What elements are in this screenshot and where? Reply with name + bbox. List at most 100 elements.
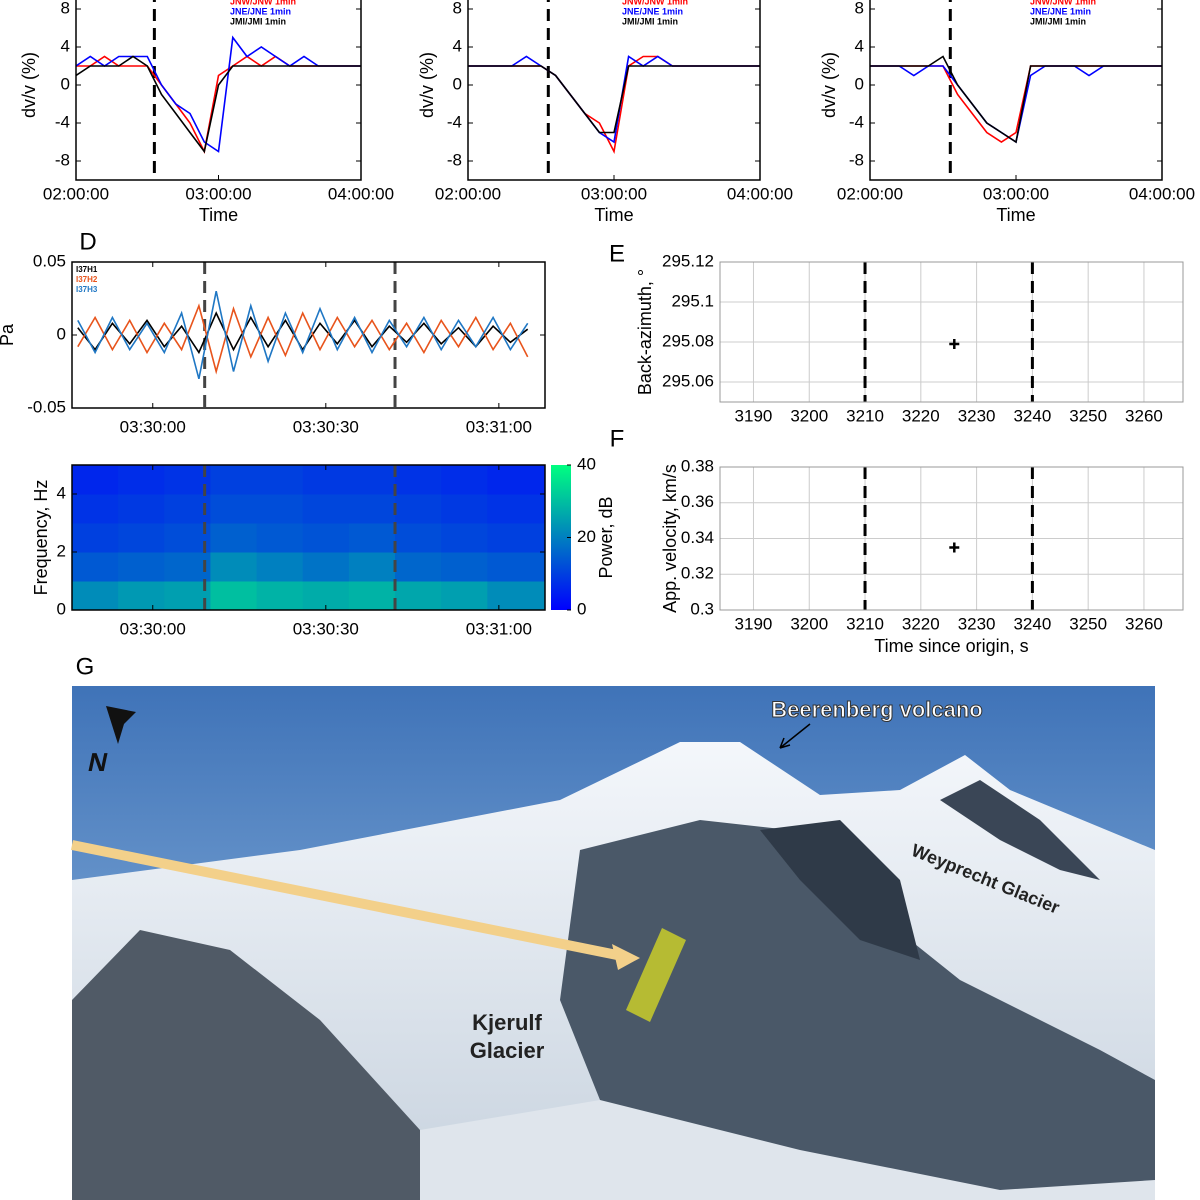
plot-frame xyxy=(869,0,1163,181)
x-tick-label: 3210 xyxy=(846,614,884,633)
heat-cell xyxy=(210,523,258,553)
heat-cell xyxy=(348,581,396,611)
legend-entry: I37H3 xyxy=(76,285,98,294)
heat-cell xyxy=(487,552,546,582)
plot-frame xyxy=(71,261,546,409)
arrow-head xyxy=(612,944,640,970)
left-rock xyxy=(72,930,460,1200)
x-tick-label: 3190 xyxy=(735,614,773,633)
x-tick-label: 04:00:00 xyxy=(1129,184,1195,203)
heat-cell xyxy=(72,523,119,553)
heat-cell xyxy=(256,465,304,495)
panel-label: E xyxy=(609,240,625,267)
legend-entry: JMI/JMI 1min xyxy=(1030,16,1086,26)
x-tick-label: 03:00:00 xyxy=(185,184,251,203)
legend-entry: JNE/JNE 1min xyxy=(230,6,291,16)
x-tick-label: 3250 xyxy=(1069,614,1107,633)
heat-cell xyxy=(210,581,258,611)
y-axis-label: Pa xyxy=(0,323,17,346)
heat-cell xyxy=(118,581,165,611)
heat-cell xyxy=(441,494,488,524)
heat-cell xyxy=(210,465,258,495)
heat-cell xyxy=(210,552,258,582)
y-axis-label: dv/v (%) xyxy=(417,52,437,118)
series-line xyxy=(870,55,1162,144)
y-tick-label: 0.32 xyxy=(681,564,714,583)
y-tick-label: 0 xyxy=(855,74,864,93)
x-tick-label: 3240 xyxy=(1013,406,1051,425)
series-line xyxy=(77,311,529,355)
heat-cell xyxy=(348,494,396,524)
y-tick-label: -4 xyxy=(447,112,462,131)
colorbar-label: Power, dB xyxy=(596,496,616,578)
y-tick-label: -8 xyxy=(447,150,462,169)
x-tick-label: 3210 xyxy=(846,406,884,425)
heat-cell xyxy=(72,465,119,495)
y-tick-label: 0.38 xyxy=(681,456,714,475)
heat-cell xyxy=(348,523,396,553)
north-arrow xyxy=(106,706,136,744)
heat-cell xyxy=(118,494,165,524)
heat-cell xyxy=(302,523,350,553)
y-tick-label: -0.05 xyxy=(27,397,66,416)
legend-entry: JNE/JNE 1min xyxy=(622,6,683,16)
source-area xyxy=(626,928,686,1022)
heat-cell xyxy=(256,581,304,611)
y-tick-label: 8 xyxy=(453,0,462,17)
heat-cell xyxy=(164,581,211,611)
point xyxy=(949,542,960,553)
x-tick-label: 03:30:00 xyxy=(120,619,186,638)
x-tick-label: 04:00:00 xyxy=(328,184,394,203)
panel: 0.3 0.32 0.34 0.36 0.38 3190 3200 3210 3220 3230 3… xyxy=(610,425,1184,656)
heat-cell xyxy=(395,523,442,553)
y-tick-label: -8 xyxy=(55,150,70,169)
y-tick-label: 2 xyxy=(57,541,66,560)
x-tick-label: 3200 xyxy=(790,406,828,425)
y-tick-label: -4 xyxy=(55,112,70,131)
heat-cell xyxy=(256,494,304,524)
colorbar xyxy=(551,465,571,610)
heat-cell xyxy=(72,552,119,582)
x-tick-label: 3260 xyxy=(1125,406,1163,425)
heat-cell xyxy=(72,581,119,611)
heat-cell xyxy=(487,581,546,611)
photo: Beerenberg volcano Weyprecht Glacier Kje… xyxy=(71,686,1155,1200)
y-tick-label: 295.1 xyxy=(671,291,714,310)
x-tick-label: 04:00:00 xyxy=(727,184,793,203)
x-tick-label: 03:31:00 xyxy=(466,417,532,436)
annotation: Beerenberg volcano xyxy=(771,697,983,722)
panel-label: F xyxy=(610,425,625,452)
y-axis-label: Back-azimuth, ° xyxy=(635,269,655,395)
heat-cell xyxy=(118,465,165,495)
plot-frame xyxy=(75,0,362,181)
legend-entry: JMI/JMI 1min xyxy=(622,16,678,26)
x-tick-label: 03:00:00 xyxy=(581,184,647,203)
pointer-arrow xyxy=(779,723,811,749)
heat-cell xyxy=(487,523,546,553)
y-axis-label: Frequency, Hz xyxy=(31,480,51,596)
y-tick-label: 8 xyxy=(61,0,70,17)
x-tick-label: 3220 xyxy=(902,614,940,633)
y-tick-label: -4 xyxy=(849,112,864,131)
heat-cell xyxy=(118,552,165,582)
y-tick-label: 295.12 xyxy=(662,251,714,270)
ridge-rock xyxy=(560,820,1155,1200)
y-axis-label: dv/v (%) xyxy=(19,52,39,118)
heat-cell xyxy=(302,494,350,524)
x-tick-label: 03:30:30 xyxy=(293,619,359,638)
heat-cell xyxy=(164,494,211,524)
x-tick-label: 3240 xyxy=(1013,614,1051,633)
series-line xyxy=(76,55,361,154)
heat-cell xyxy=(441,465,488,495)
x-tick-label: 3230 xyxy=(958,614,996,633)
annotation: Kjerulf xyxy=(472,1010,542,1035)
legend-entry: I37H2 xyxy=(76,275,98,284)
heat-cell xyxy=(395,581,442,611)
annotation: Glacier xyxy=(470,1038,545,1063)
legend-entry: JNW/JNW 1min xyxy=(230,0,296,6)
heat-cell xyxy=(118,523,165,553)
heat-cell xyxy=(441,581,488,611)
panel: -8 -4 0 4 8 02:00:00 03:00:00 04:00:00 JNW/JNW 1… xyxy=(19,0,394,225)
legend-entry: JNW/JNW 1min xyxy=(1030,0,1096,6)
